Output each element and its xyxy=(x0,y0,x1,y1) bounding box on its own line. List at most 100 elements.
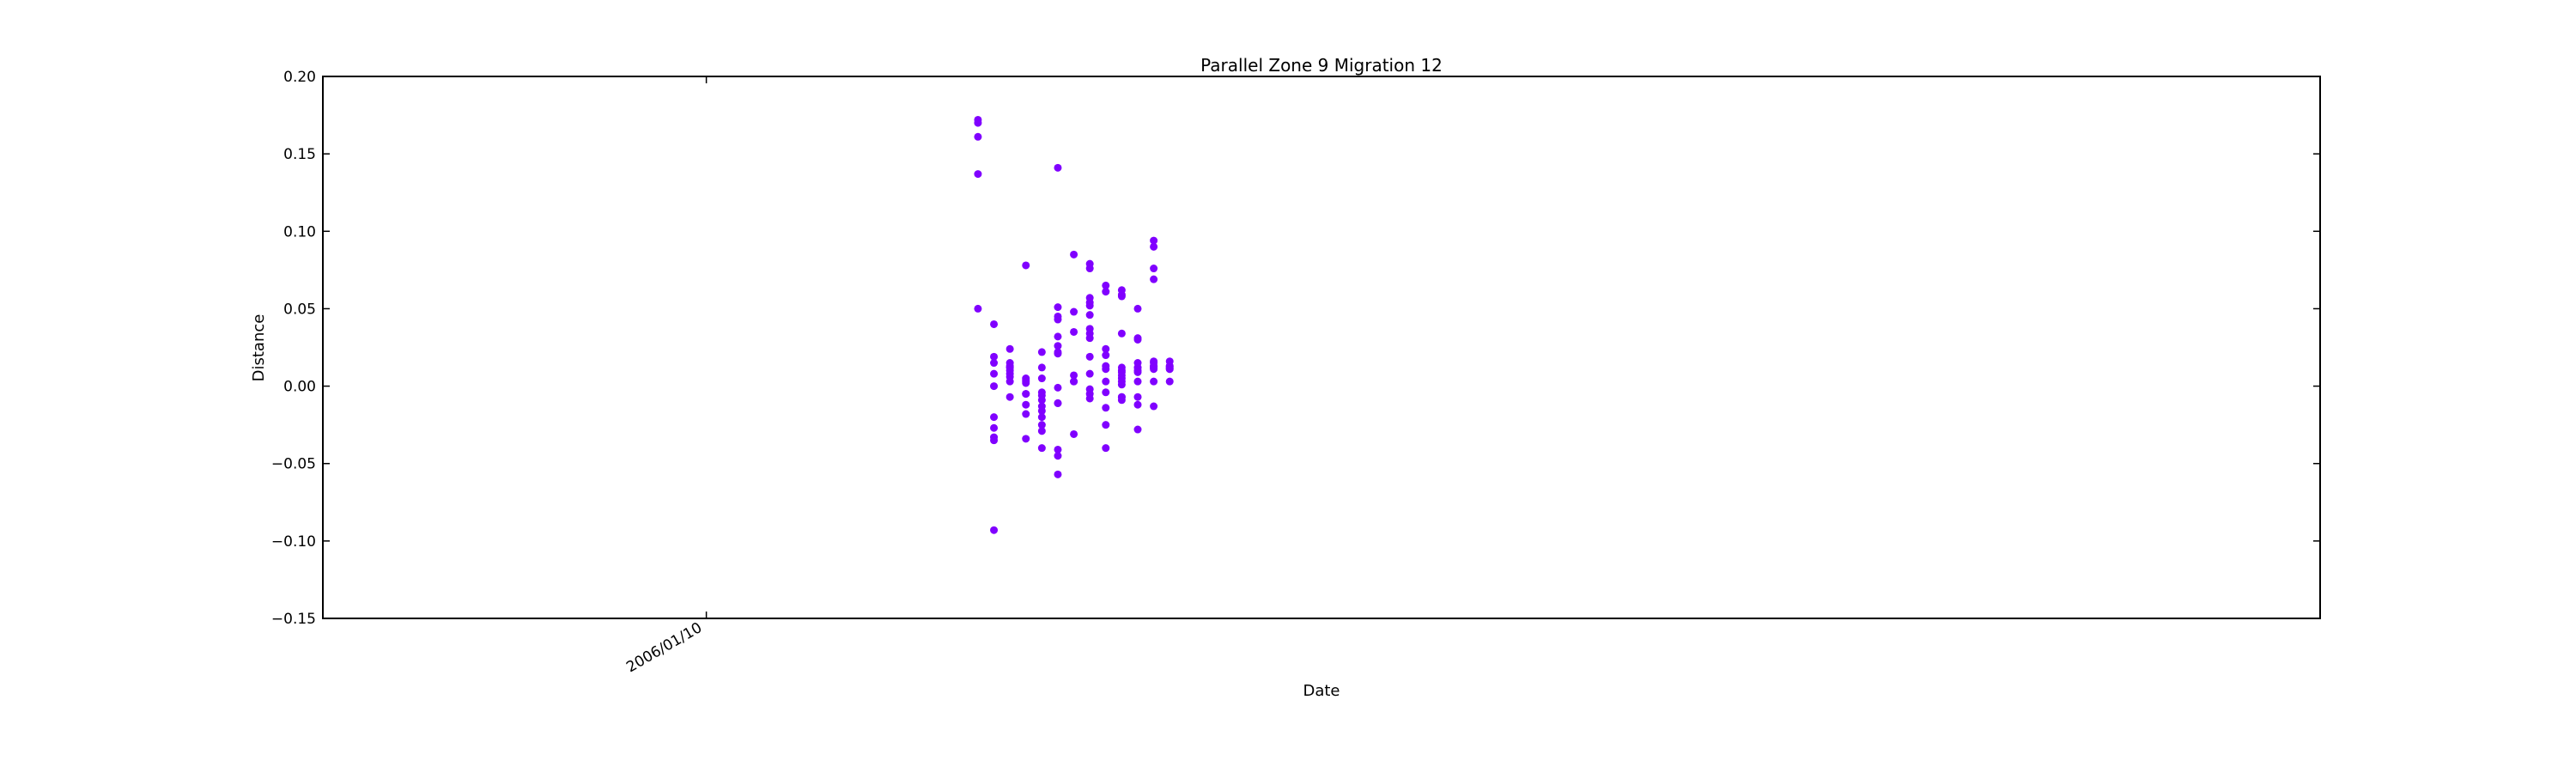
data-point xyxy=(1037,427,1046,435)
data-point xyxy=(1102,404,1110,412)
data-point xyxy=(1085,259,1094,268)
data-point xyxy=(1085,369,1094,378)
data-point xyxy=(1133,335,1142,344)
data-point xyxy=(1005,393,1014,401)
data-point xyxy=(1102,351,1110,360)
data-point xyxy=(1150,242,1158,251)
data-point xyxy=(1102,344,1110,353)
data-point xyxy=(1102,421,1110,429)
data-point xyxy=(1022,390,1030,399)
data-point xyxy=(1102,281,1110,289)
data-point xyxy=(1022,261,1030,270)
data-point xyxy=(1117,329,1126,338)
data-point xyxy=(1054,348,1062,356)
plot-area xyxy=(322,76,2321,619)
data-point xyxy=(1133,400,1142,409)
data-point xyxy=(990,413,999,422)
data-point xyxy=(1054,303,1062,312)
y-tick-label: −0.05 xyxy=(271,456,316,473)
data-point xyxy=(1150,402,1158,411)
data-point xyxy=(1005,377,1014,386)
data-point xyxy=(1117,367,1126,375)
data-point xyxy=(1165,377,1174,386)
data-point xyxy=(1037,374,1046,383)
y-axis-label: Distance xyxy=(250,314,268,382)
data-point xyxy=(1102,444,1110,453)
data-point xyxy=(1133,425,1142,434)
y-tick-label: −0.10 xyxy=(271,533,316,551)
data-point xyxy=(1037,421,1046,429)
data-point xyxy=(1133,304,1142,313)
data-point xyxy=(1085,352,1094,361)
data-point xyxy=(1054,445,1062,453)
data-point xyxy=(1037,444,1046,453)
data-point xyxy=(1022,400,1030,409)
data-point xyxy=(1022,410,1030,418)
data-point xyxy=(1085,390,1094,399)
chart-title: Parallel Zone 9 Migration 12 xyxy=(1200,55,1443,76)
y-tick-label: 0.00 xyxy=(283,379,316,396)
data-point xyxy=(1165,362,1174,370)
data-point xyxy=(1037,348,1046,356)
data-point xyxy=(1054,452,1062,460)
data-point xyxy=(1054,163,1062,172)
data-point xyxy=(990,423,999,432)
data-point xyxy=(1054,312,1062,320)
data-point xyxy=(974,115,982,124)
data-point xyxy=(1070,377,1078,386)
y-tick-label: 0.20 xyxy=(283,69,316,86)
data-point xyxy=(1102,288,1110,296)
data-point xyxy=(1022,435,1030,443)
data-point xyxy=(1150,236,1158,245)
data-point xyxy=(1037,363,1046,372)
data-points xyxy=(974,115,1174,534)
data-point xyxy=(1117,292,1126,301)
data-point xyxy=(1037,391,1046,399)
data-point xyxy=(1070,307,1078,316)
data-point xyxy=(1133,377,1142,386)
data-point xyxy=(1150,275,1158,283)
data-point xyxy=(990,369,999,378)
y-tick-label: 0.15 xyxy=(283,146,316,163)
data-point xyxy=(1085,298,1094,307)
data-point xyxy=(1117,393,1126,401)
data-point xyxy=(1150,265,1158,273)
data-point xyxy=(1070,250,1078,259)
data-point xyxy=(1022,377,1030,386)
data-point xyxy=(1133,393,1142,401)
data-point xyxy=(974,170,982,179)
data-point xyxy=(1102,388,1110,397)
data-point xyxy=(1054,383,1062,392)
data-point xyxy=(974,304,982,313)
data-point xyxy=(990,436,999,445)
data-point xyxy=(1005,344,1014,353)
data-point xyxy=(1133,368,1142,376)
y-tick-label: 0.05 xyxy=(283,301,316,318)
data-point xyxy=(1117,374,1126,383)
data-point xyxy=(990,320,999,328)
data-point xyxy=(1070,429,1078,438)
data-point xyxy=(1085,329,1094,338)
data-point xyxy=(1102,362,1110,370)
y-tick-label: 0.10 xyxy=(283,223,316,240)
data-point xyxy=(1070,371,1078,380)
data-point xyxy=(1117,286,1126,295)
data-point xyxy=(1037,413,1046,422)
data-point xyxy=(1054,332,1062,341)
data-point xyxy=(1150,377,1158,386)
data-point xyxy=(1005,362,1014,370)
data-point xyxy=(990,352,999,361)
data-point xyxy=(990,382,999,391)
data-point xyxy=(1102,377,1110,386)
data-point xyxy=(1085,311,1094,320)
y-tick-label: −0.15 xyxy=(271,611,316,628)
data-point xyxy=(1150,363,1158,372)
data-point xyxy=(1070,327,1078,336)
data-point xyxy=(974,132,982,141)
data-point xyxy=(1054,399,1062,407)
data-point xyxy=(990,359,999,368)
x-axis-label: Date xyxy=(1303,682,1340,700)
data-point xyxy=(1037,406,1046,415)
